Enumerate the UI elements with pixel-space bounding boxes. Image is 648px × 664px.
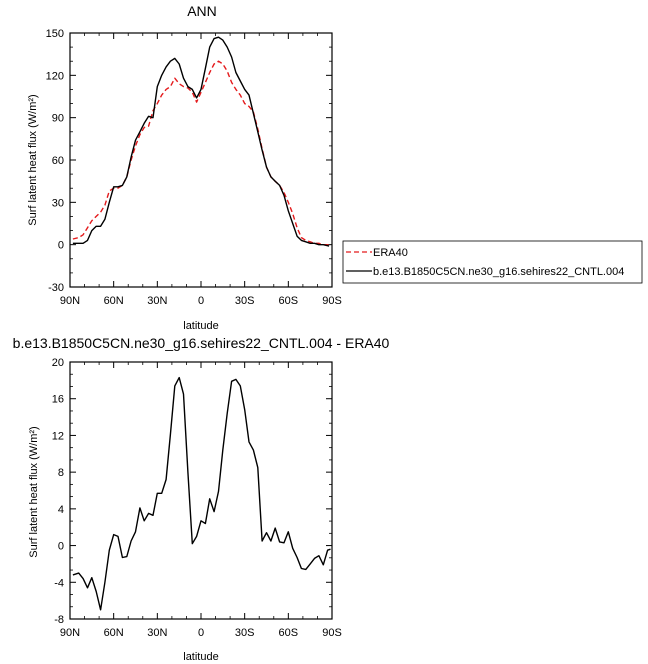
y-tick-label: 12 bbox=[52, 430, 64, 442]
top-plot-area: -30 0 30 60 90 120 150 90N 60N 30N 0 30S 60S 90S bbox=[46, 28, 342, 307]
legend-label-era40: ERA40 bbox=[373, 247, 408, 259]
bottom-y-axis-label: Surf latent heat flux (W/m²) bbox=[28, 426, 40, 557]
bottom-panel: b.e13.B1850C5CN.ne30_g16.sehires22_CNTL.… bbox=[13, 335, 390, 663]
x-tick-label: 0 bbox=[198, 295, 204, 307]
x-tick-label: 60N bbox=[104, 627, 124, 639]
bottom-x-tick-labels: 90N 60N 30N 0 30S 60S 90S bbox=[60, 627, 342, 639]
top-axis-ticks bbox=[69, 32, 333, 288]
legend: ERA40 b.e13.B1850C5CN.ne30_g16.sehires22… bbox=[342, 240, 643, 284]
legend-label-model: b.e13.B1850C5CN.ne30_g16.sehires22_CNTL.… bbox=[373, 266, 624, 278]
x-tick-label: 60S bbox=[279, 627, 299, 639]
y-tick-label: 16 bbox=[52, 394, 64, 406]
top-plot-frame bbox=[69, 32, 333, 288]
x-tick-label: 30S bbox=[235, 295, 255, 307]
top-y-axis-label: Surf latent heat flux (W/m²) bbox=[27, 94, 39, 225]
y-tick-label: 4 bbox=[58, 504, 64, 516]
top-x-tick-labels: 90N 60N 30N 0 30S 60S 90S bbox=[60, 295, 342, 307]
y-tick-label: 90 bbox=[52, 113, 64, 125]
x-tick-label: 90S bbox=[322, 627, 342, 639]
bottom-x-axis-label: latitude bbox=[183, 651, 218, 663]
y-tick-label: 0 bbox=[58, 240, 64, 252]
top-x-axis-label: latitude bbox=[183, 320, 218, 332]
top-y-tick-labels: -30 0 30 60 90 120 150 bbox=[46, 28, 64, 294]
y-tick-label: 150 bbox=[46, 28, 64, 40]
top-series-lines bbox=[72, 36, 330, 247]
x-tick-label: 60S bbox=[279, 295, 299, 307]
y-tick-label: -30 bbox=[48, 282, 64, 294]
top-panel: ANN -30 0 30 60 90 120 150 90N 60N 30N 0 30S 60S 90S… bbox=[27, 3, 643, 332]
bottom-axis-ticks bbox=[69, 361, 333, 620]
x-tick-label: 90S bbox=[322, 295, 342, 307]
top-chart-title: ANN bbox=[187, 3, 217, 19]
x-tick-label: 30N bbox=[147, 627, 167, 639]
x-tick-label: 0 bbox=[198, 627, 204, 639]
series-line-1 bbox=[72, 36, 330, 247]
x-tick-label: 60N bbox=[104, 295, 124, 307]
x-tick-label: 90N bbox=[60, 627, 80, 639]
series-line-0 bbox=[72, 60, 330, 246]
bottom-plot-area: -8 -4 0 4 8 12 16 20 90N 60N 30N 0 30S 60S 90S bbox=[52, 357, 342, 639]
y-tick-label: -8 bbox=[54, 614, 64, 626]
bottom-chart-title: b.e13.B1850C5CN.ne30_g16.sehires22_CNTL.… bbox=[13, 335, 390, 351]
bottom-plot-frame bbox=[69, 361, 333, 620]
y-tick-label: 30 bbox=[52, 197, 64, 209]
y-tick-label: 0 bbox=[58, 541, 64, 553]
y-tick-label: 120 bbox=[46, 70, 64, 82]
y-tick-label: 60 bbox=[52, 155, 64, 167]
legend-box bbox=[342, 240, 643, 284]
y-tick-label: 20 bbox=[52, 357, 64, 369]
x-tick-label: 90N bbox=[60, 295, 80, 307]
series-line-0 bbox=[72, 376, 331, 611]
y-tick-label: 8 bbox=[58, 467, 64, 479]
x-tick-label: 30S bbox=[235, 627, 255, 639]
bottom-y-tick-labels: -8 -4 0 4 8 12 16 20 bbox=[52, 357, 64, 626]
x-tick-label: 30N bbox=[147, 295, 167, 307]
bottom-series-lines bbox=[72, 376, 331, 611]
y-tick-label: -4 bbox=[54, 577, 64, 589]
